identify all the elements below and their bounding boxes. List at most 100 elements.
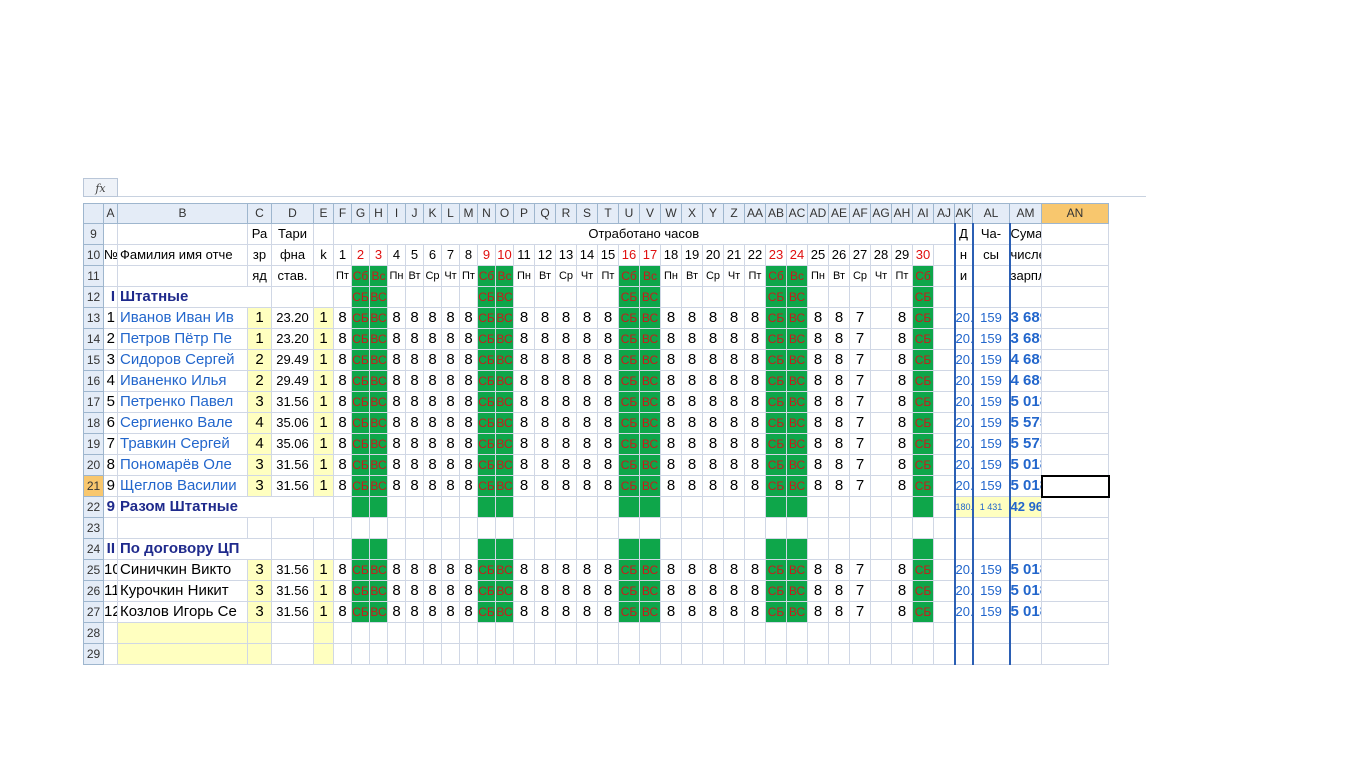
employee-grade[interactable]: 3 <box>247 580 272 602</box>
hours-cell[interactable]: СБ <box>618 559 640 581</box>
hours-cell[interactable]: СБ <box>351 307 370 329</box>
hours-cell[interactable]: 8 <box>387 475 406 497</box>
hours-cell[interactable]: 8 <box>828 454 850 476</box>
day-cell[interactable] <box>534 496 556 518</box>
column-header-n[interactable]: N <box>477 203 496 224</box>
section-title[interactable]: Штатные <box>117 286 272 308</box>
row-header[interactable]: 17 <box>83 391 104 413</box>
cell-an[interactable] <box>1041 601 1109 623</box>
hours-cell[interactable]: 8 <box>660 475 682 497</box>
day-number[interactable]: 26 <box>828 244 850 266</box>
day-cell[interactable] <box>441 286 460 308</box>
employee-name[interactable]: Сидоров Сергей <box>117 349 248 371</box>
cell-an[interactable] <box>1041 580 1109 602</box>
day-cell[interactable] <box>849 517 871 539</box>
cell-d[interactable] <box>271 643 314 665</box>
section-title[interactable]: По договору ЦП <box>117 538 272 560</box>
hours-cell[interactable]: СБ <box>477 328 496 350</box>
day-cell[interactable] <box>723 538 745 560</box>
day-cell[interactable] <box>660 643 682 665</box>
employee-sum[interactable]: 5 018 <box>1008 391 1042 413</box>
day-number[interactable]: 12 <box>534 244 556 266</box>
cell-c[interactable] <box>247 643 272 665</box>
hours-cell[interactable]: 8 <box>423 475 442 497</box>
day-number[interactable]: 20 <box>702 244 724 266</box>
day-cell[interactable] <box>891 496 913 518</box>
cell-aj[interactable] <box>933 412 955 434</box>
hours-cell[interactable]: 8 <box>744 412 766 434</box>
column-header-ai[interactable]: AI <box>912 203 934 224</box>
hours-cell[interactable]: 8 <box>459 580 478 602</box>
hours-cell[interactable]: 8 <box>828 370 850 392</box>
hours-cell[interactable]: 8 <box>723 475 745 497</box>
hours-cell[interactable]: СБ <box>351 580 370 602</box>
day-cell[interactable] <box>555 643 577 665</box>
hours-cell[interactable]: 8 <box>333 307 352 329</box>
day-cell[interactable] <box>702 538 724 560</box>
employee-coefficient[interactable]: 1 <box>313 412 334 434</box>
row-header[interactable]: 23 <box>83 517 104 539</box>
hours-cell[interactable]: 8 <box>702 370 724 392</box>
employee-hours[interactable]: 159 <box>972 580 1010 602</box>
hours-cell[interactable]: СБ <box>477 475 496 497</box>
hours-cell[interactable]: СБ <box>618 328 640 350</box>
hours-cell[interactable]: 8 <box>513 349 535 371</box>
hours-cell[interactable]: 8 <box>405 580 424 602</box>
day-cell[interactable] <box>405 286 424 308</box>
hours-cell[interactable]: 8 <box>459 307 478 329</box>
hours-cell[interactable]: 8 <box>660 370 682 392</box>
hours-cell[interactable] <box>870 349 892 371</box>
day-cell[interactable] <box>333 538 352 560</box>
cell-al[interactable] <box>972 538 1010 560</box>
day-number[interactable]: 23 <box>765 244 787 266</box>
day-cell[interactable] <box>513 538 535 560</box>
cell-a[interactable] <box>103 643 118 665</box>
day-cell[interactable] <box>807 622 829 644</box>
hours-cell[interactable]: 8 <box>441 433 460 455</box>
cell-an10[interactable] <box>1041 244 1109 266</box>
header-hours-worked-title[interactable]: Отработано часов <box>333 223 955 245</box>
employee-sum[interactable]: 5 018 <box>1008 580 1042 602</box>
day-cell[interactable] <box>495 643 514 665</box>
day-cell[interactable] <box>849 286 871 308</box>
hours-cell[interactable]: СБ <box>765 307 787 329</box>
employee-number[interactable]: 4 <box>103 370 118 392</box>
day-cell[interactable] <box>702 496 724 518</box>
employee-days[interactable]: 20.0 <box>953 391 974 413</box>
day-cell[interactable] <box>597 517 619 539</box>
day-number[interactable]: 24 <box>786 244 808 266</box>
day-cell[interactable] <box>870 517 892 539</box>
day-cell[interactable] <box>786 622 808 644</box>
hours-cell[interactable]: 8 <box>441 349 460 371</box>
hours-cell[interactable]: 8 <box>744 391 766 413</box>
day-cell[interactable] <box>828 517 850 539</box>
column-header-y[interactable]: Y <box>702 203 724 224</box>
day-number[interactable]: 22 <box>744 244 766 266</box>
day-cell[interactable] <box>369 517 388 539</box>
employee-rate[interactable]: 35.06 <box>271 433 314 455</box>
day-cell[interactable] <box>423 286 442 308</box>
hours-cell[interactable]: 8 <box>387 412 406 434</box>
hours-cell[interactable]: 8 <box>702 454 724 476</box>
cell-aj11[interactable] <box>933 265 955 287</box>
row-header[interactable]: 22 <box>83 496 104 518</box>
day-number[interactable]: 17 <box>639 244 661 266</box>
employee-rate[interactable]: 23.20 <box>271 307 314 329</box>
hours-cell[interactable]: ВС <box>639 601 661 623</box>
cell-al[interactable] <box>972 286 1010 308</box>
header-grade[interactable]: Ра <box>247 223 272 245</box>
header-days-2[interactable]: н <box>953 244 974 266</box>
hours-cell[interactable] <box>870 391 892 413</box>
hours-cell[interactable]: ВС <box>495 328 514 350</box>
employee-grade[interactable]: 2 <box>247 370 272 392</box>
hours-cell[interactable]: 8 <box>405 559 424 581</box>
cell-an[interactable] <box>1041 391 1109 413</box>
day-cell[interactable] <box>786 643 808 665</box>
hours-cell[interactable]: СБ <box>477 349 496 371</box>
hours-cell[interactable]: 8 <box>534 349 556 371</box>
hours-cell[interactable]: 8 <box>513 370 535 392</box>
weekday-name[interactable]: Пт <box>597 265 619 287</box>
employee-number[interactable]: 12 <box>103 601 118 623</box>
employee-sum[interactable]: 4 689 <box>1008 349 1042 371</box>
day-cell[interactable] <box>495 538 514 560</box>
